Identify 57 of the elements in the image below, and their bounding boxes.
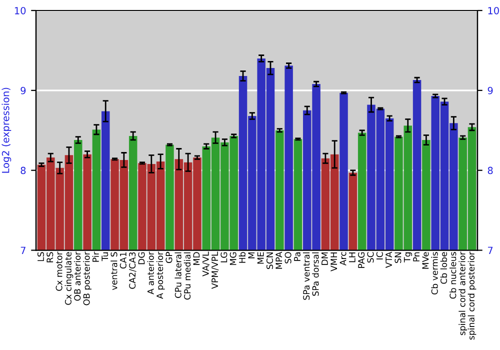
x-tick-label: OB posterior — [83, 252, 92, 306]
x-tick-label: Cb nucleus — [450, 252, 456, 299]
y-tick-label: 8 — [20, 166, 26, 174]
x-tick-label: ventral S — [110, 252, 118, 290]
x-tick-label: SN — [394, 252, 402, 263]
x-tick-label: Pa — [294, 252, 300, 261]
y-tick-label: 7 — [20, 246, 26, 254]
x-tick-label: spinal cord anterior — [458, 252, 468, 336]
x-tick-label: VMH — [330, 252, 337, 272]
x-tick-label: CA1 — [120, 252, 126, 269]
x-tick-label: SPa dorsal — [312, 252, 319, 296]
x-tick-label: Cb lobe — [440, 252, 448, 284]
x-tick-label: OB anterior — [74, 252, 81, 301]
x-tick-label: Tu — [102, 252, 108, 262]
x-tick-label: MD — [193, 252, 200, 265]
x-tick-label: ME — [257, 252, 264, 264]
x-tick-label: RS — [46, 252, 54, 262]
x-tick-label: M — [248, 252, 255, 258]
x-tick-label: SPa ventral — [302, 252, 310, 300]
x-tick-label: LS — [37, 252, 44, 262]
x-tick-label: MPA — [276, 252, 282, 269]
x-tick-label: VTA — [386, 252, 392, 268]
x-tick-label: Tg — [404, 252, 412, 262]
x-tick-label: Cx cingulate — [64, 252, 74, 305]
x-tick-label: MG — [230, 252, 236, 265]
x-tick-label: Hb — [238, 252, 246, 263]
x-tick-label: SC — [367, 252, 374, 263]
x-tick-label: CPu lateral — [174, 252, 182, 298]
x-tick-label: LH — [349, 252, 356, 262]
x-tick-label: SO — [284, 252, 292, 264]
x-tick-label: A posterior — [156, 252, 165, 299]
x-tick-label: SCN — [266, 252, 273, 269]
x-tick-label: A anterior — [147, 252, 154, 294]
x-tick-label: DG — [138, 252, 145, 264]
x-tick-label: Pn — [413, 252, 420, 262]
x-tick-label: MVe — [422, 252, 429, 269]
x-tick-label: LG — [220, 252, 228, 262]
y-tick-label: 9 — [20, 86, 26, 94]
y2-tick-label: 7 — [488, 246, 493, 254]
x-tick-label: Arc — [340, 252, 346, 266]
x-tick-label: IC — [376, 252, 383, 260]
x-tick-label: CPu medial — [184, 252, 191, 300]
x-tick-label: PAG — [358, 252, 365, 268]
y2-tick-label: 8 — [488, 166, 493, 174]
y-axis-title: Log2 (expression) — [2, 88, 12, 173]
x-tick-label: Cx motor — [56, 252, 62, 291]
x-tick-label: Cb vermis — [431, 252, 438, 294]
x-tick-label: VPM/VPL — [212, 252, 219, 289]
x-tick-label: Pir — [92, 252, 99, 262]
x-tick-label: VA/VL — [202, 252, 210, 276]
y-tick-label: 10 — [14, 6, 26, 14]
x-tick-label: CA2/CA3 — [129, 252, 136, 289]
y2-tick-label: 10 — [488, 6, 499, 14]
x-tick-label: GP — [166, 252, 172, 264]
x-tick-label: spinal cord posterior — [468, 252, 476, 340]
y2-tick-label: 9 — [488, 86, 493, 94]
x-tick-label: DM — [322, 252, 328, 265]
